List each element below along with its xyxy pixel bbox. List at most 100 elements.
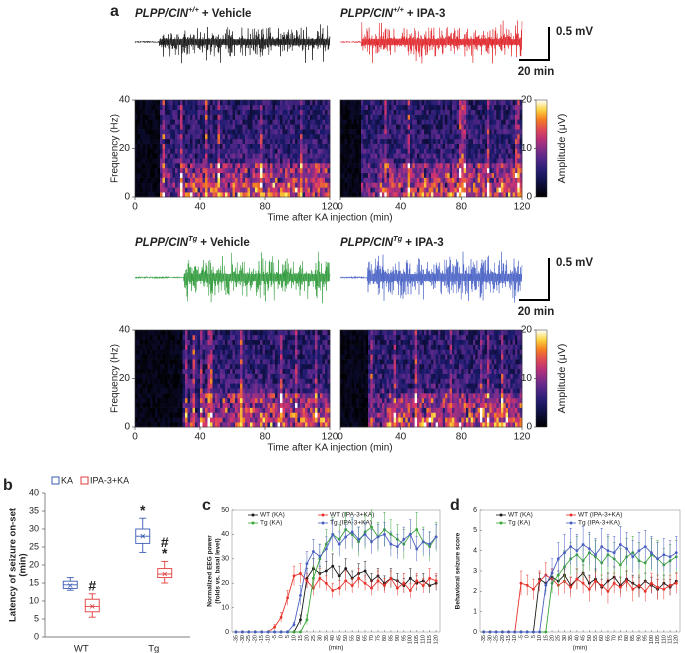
spectrogram-cell xyxy=(147,119,151,125)
spectrogram-cell xyxy=(210,192,213,198)
spectrogram-cell xyxy=(265,383,268,389)
spectrogram-cell xyxy=(200,182,203,188)
spectrogram-cell xyxy=(147,402,151,408)
spectrogram-cell xyxy=(150,368,153,374)
spectrogram-cell xyxy=(317,114,321,120)
spectrogram-cell xyxy=(377,192,380,198)
spectrogram-cell xyxy=(177,177,181,183)
spectrogram-cell xyxy=(272,158,276,164)
spectrogram-cell xyxy=(200,143,203,149)
spectrogram-cell xyxy=(379,187,383,193)
spectrogram-cell xyxy=(300,158,303,164)
spectrogram-cell xyxy=(137,124,141,130)
spectrogram-cell xyxy=(257,158,261,164)
spectrogram-cell xyxy=(177,378,181,384)
spectrogram-cell xyxy=(327,182,331,188)
spectrogram-cell xyxy=(302,349,306,355)
spectrogram-cell xyxy=(272,192,276,198)
spectrogram-cell xyxy=(177,143,181,149)
spectrogram-cell xyxy=(487,119,490,125)
spectrogram-cell xyxy=(347,349,350,355)
spectrogram-cell xyxy=(302,109,306,115)
spectrogram-cell xyxy=(501,177,504,183)
spectrogram-cell xyxy=(307,402,311,408)
spectrogram-cell xyxy=(363,158,366,164)
spectrogram-cell xyxy=(172,187,176,193)
spectrogram-cell xyxy=(426,177,429,183)
spectrogram-cell xyxy=(327,133,331,140)
spectrogram-cell xyxy=(349,407,352,413)
spectrogram-cell xyxy=(152,368,156,374)
spectrogram-cell xyxy=(182,344,186,350)
spectrogram-cell xyxy=(292,417,296,423)
spectrogram-cell xyxy=(354,417,357,423)
spectrogram-cell xyxy=(172,363,176,370)
spectrogram-cell xyxy=(312,349,316,355)
spectrogram-cell xyxy=(170,133,173,140)
spectrogram-cell xyxy=(342,158,345,164)
spectrogram-cell xyxy=(167,163,171,169)
spectrogram-cell xyxy=(147,393,151,399)
spectrogram-cell xyxy=(170,368,173,374)
spectrogram-cell xyxy=(519,158,523,164)
spectrogram-cell xyxy=(414,114,418,120)
spectrogram-cell xyxy=(150,383,153,389)
spectrogram-cell xyxy=(310,363,313,370)
spectrogram-cell xyxy=(207,143,211,149)
spectrogram-cell xyxy=(354,422,357,428)
spectrogram-cell xyxy=(162,354,166,360)
spectrogram-cell xyxy=(449,104,453,110)
spectrogram-cell xyxy=(207,417,211,423)
spectrogram-cell xyxy=(375,119,378,125)
spectrogram-cell xyxy=(222,192,226,198)
spectrogram-cell xyxy=(232,177,236,183)
spectrogram-cell xyxy=(363,172,366,178)
spectrogram-cell xyxy=(195,422,198,428)
spectrogram-cell xyxy=(344,378,348,384)
spectrogram-cell xyxy=(137,330,141,336)
spectrogram-cell xyxy=(363,153,366,159)
spectrogram-cell xyxy=(325,334,328,340)
spectrogram-cell xyxy=(354,129,357,135)
spectrogram-cell xyxy=(494,167,497,174)
spectrogram-cell xyxy=(137,192,141,198)
spectrogram-cell xyxy=(315,397,318,404)
spectrogram-cell xyxy=(322,177,326,183)
spectrogram-cell xyxy=(195,172,198,178)
spectrogram-cell xyxy=(212,422,216,428)
spectrogram-cell xyxy=(135,422,138,428)
spectrogram-cell xyxy=(227,407,231,413)
spectrogram-cell xyxy=(379,109,383,115)
spectrogram-cell xyxy=(230,119,233,125)
x-tick-label: 0 xyxy=(132,432,138,443)
spectrogram-cell xyxy=(245,368,248,374)
spectrogram-cell xyxy=(275,104,278,110)
spectrogram-cell xyxy=(320,138,323,144)
spectrogram-cell xyxy=(145,100,148,106)
spectrogram-cell xyxy=(344,334,348,340)
spectrogram-cell xyxy=(377,104,380,110)
spectrogram-cell xyxy=(147,133,151,140)
spectrogram-cell xyxy=(344,402,348,408)
spectrogram-cell xyxy=(414,100,418,106)
spectrogram-cell xyxy=(277,349,281,355)
spectrogram-cell xyxy=(175,172,178,178)
spectrogram-cell xyxy=(247,114,251,120)
spectrogram-cell xyxy=(207,363,211,370)
spectrogram-cell xyxy=(361,417,364,423)
spectrogram-cell xyxy=(292,153,296,159)
spectrogram-cell xyxy=(421,114,425,120)
spectrogram-cell xyxy=(150,148,153,154)
spectrogram-cell xyxy=(150,138,153,144)
spectrogram-cell xyxy=(265,182,268,188)
spectrogram-cell xyxy=(477,148,481,154)
spectrogram-cell xyxy=(480,129,483,135)
spectrogram-cell xyxy=(414,109,418,115)
spectrogram-cell xyxy=(140,388,143,394)
spectrogram-cell xyxy=(187,167,191,174)
spectrogram-cell xyxy=(433,143,436,149)
spectrogram-cell xyxy=(438,182,441,188)
spectrogram-cell xyxy=(300,339,303,345)
spectrogram-cell xyxy=(454,114,457,120)
spectrogram-cell xyxy=(267,163,271,169)
